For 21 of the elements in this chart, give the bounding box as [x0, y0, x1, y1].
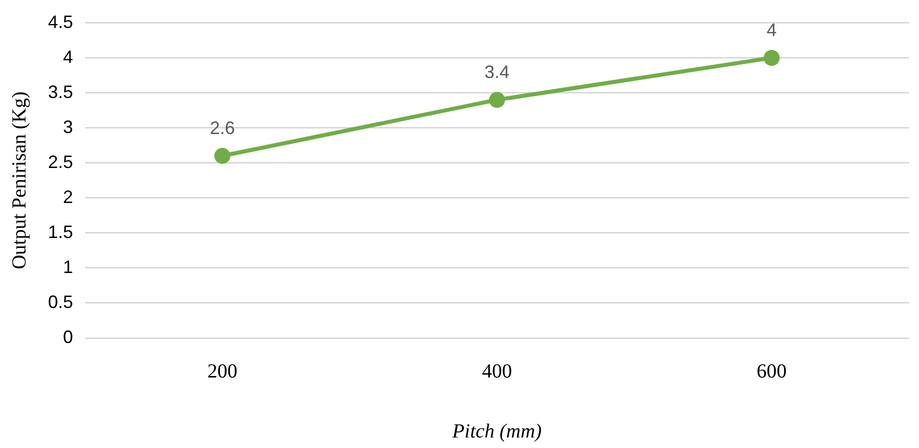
y-tick-label: 3	[63, 116, 74, 137]
y-tick-label: 0.5	[48, 292, 74, 312]
y-tick-label: 4.5	[48, 12, 74, 32]
x-tick-label: 600	[756, 360, 787, 382]
y-axis-title: Output Penirisan (Kg)	[8, 92, 30, 270]
y-tick-label: 4	[63, 46, 74, 67]
y-tick-label: 1.5	[48, 222, 74, 242]
y-tick-label: 2.5	[48, 152, 74, 172]
y-tick-label: 1	[63, 256, 74, 277]
point	[489, 92, 506, 108]
data-label: 4	[766, 20, 777, 40]
y-tick-label: 2	[63, 186, 74, 207]
data-label: 2.6	[210, 118, 235, 138]
data-label: 3.4	[484, 62, 510, 82]
y-tick-label: 0	[63, 326, 74, 347]
y-tick-label: 3.5	[48, 82, 74, 102]
point	[214, 148, 230, 164]
x-tick-label: 400	[482, 360, 512, 382]
point	[764, 50, 780, 66]
x-tick-label: 200	[207, 360, 238, 382]
x-axis-title: Pitch (mm)	[451, 420, 542, 442]
